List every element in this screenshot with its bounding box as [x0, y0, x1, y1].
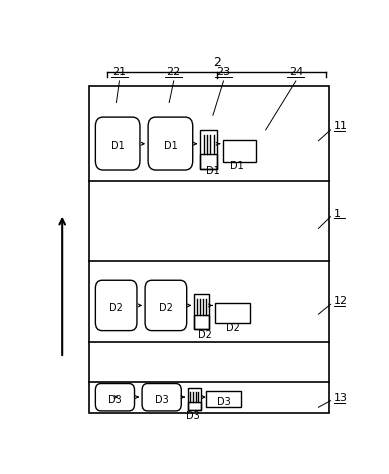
Text: D2: D2	[226, 323, 240, 333]
Text: D2: D2	[198, 330, 212, 340]
Text: D3: D3	[186, 411, 200, 421]
Text: D2: D2	[159, 303, 173, 313]
Text: 12: 12	[333, 296, 348, 306]
Bar	[223, 140, 256, 162]
Bar	[206, 391, 241, 407]
Bar	[194, 294, 209, 329]
Text: 13: 13	[333, 393, 347, 403]
Text: D2: D2	[109, 303, 123, 313]
Bar	[200, 154, 217, 169]
Text: D3: D3	[155, 395, 168, 405]
Text: D3: D3	[217, 397, 231, 407]
Bar	[188, 388, 201, 410]
Text: 23: 23	[216, 67, 231, 77]
Text: 1: 1	[333, 209, 340, 219]
Text: 21: 21	[112, 67, 126, 77]
Bar	[194, 316, 209, 329]
Text: D1: D1	[230, 161, 243, 172]
Text: D1: D1	[206, 166, 220, 176]
Text: 11: 11	[333, 121, 347, 131]
Text: D1: D1	[111, 141, 124, 151]
Text: D1: D1	[163, 141, 177, 151]
Text: D3: D3	[108, 395, 122, 405]
Bar	[188, 402, 201, 410]
Bar	[216, 303, 250, 323]
Text: 24: 24	[289, 67, 303, 77]
Bar	[89, 86, 329, 413]
Bar	[200, 129, 217, 169]
Text: 2: 2	[213, 56, 221, 69]
Text: 22: 22	[166, 67, 181, 77]
